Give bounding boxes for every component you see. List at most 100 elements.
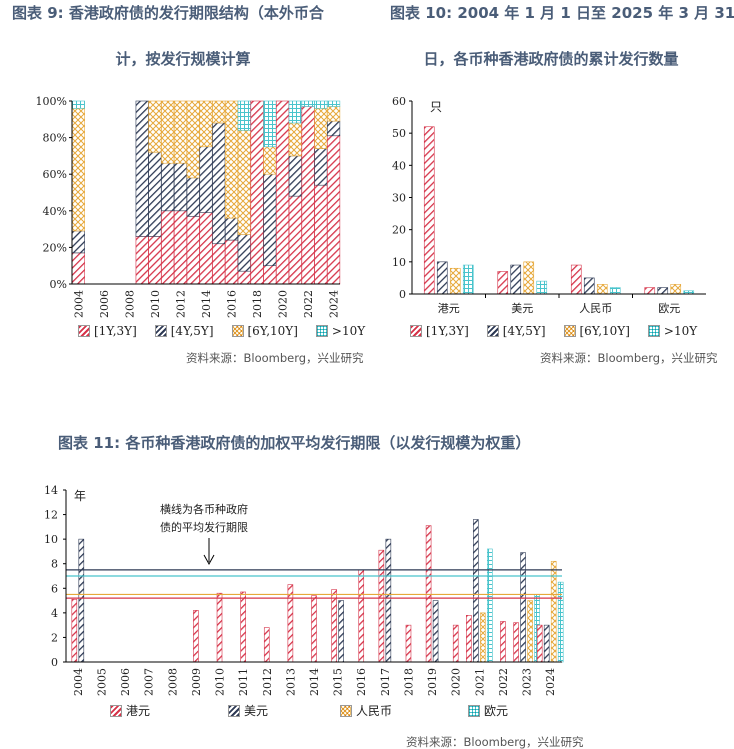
chart9-bar-2017-3 <box>237 100 251 131</box>
chart11-bar-2010-0 <box>216 592 223 663</box>
chart11-bar-2019-1 <box>432 600 439 663</box>
chart9-bar-2012-0 <box>173 210 188 285</box>
chart10-source: 资料来源：Bloomberg，兴业研究 <box>540 351 718 365</box>
chart11-legend-hkd: 港元 <box>126 704 151 718</box>
chart11-xtick-label: 2005 <box>95 668 108 696</box>
chart11-bar-2011-0 <box>240 591 246 663</box>
chart11-bar-2020-0 <box>452 624 459 663</box>
chart9-bar-2012-1 <box>173 162 188 212</box>
chart10-bar-3-2 <box>670 284 682 295</box>
chart9-bar-2019-0 <box>263 265 277 285</box>
chart11-ylabel: 年 <box>74 489 86 503</box>
legend-swatch-hkd <box>110 704 122 717</box>
chart11-ytick-label: 8 <box>51 558 58 571</box>
chart10-ytick-label: 60 <box>392 95 406 108</box>
chart11-xtick-label: 2019 <box>426 668 439 696</box>
chart11-bar-2015-0 <box>331 589 337 663</box>
chart9-legend-4y5y: [4Y,5Y] <box>170 324 214 338</box>
chart9-ytick-label: 60% <box>43 168 67 181</box>
chart11-ytick-label: 4 <box>51 607 58 620</box>
chart9-bar-2019-3 <box>263 100 277 148</box>
chart10-bar-2-3 <box>609 287 621 295</box>
legend-swatch-10y <box>315 325 328 337</box>
chart11-legend-eur: 欧元 <box>484 704 509 718</box>
chart9-bar-2015-1 <box>212 122 226 245</box>
chart9-bar-2019-1 <box>263 173 277 266</box>
chart11-annotation-line2: 债的平均发行期限 <box>160 520 248 534</box>
chart9-bar-2021-0 <box>288 195 302 285</box>
legend-swatch-6y10y <box>563 325 576 337</box>
chart10-bar-2-0 <box>570 264 582 295</box>
chart11-xtick-label: 2017 <box>379 668 392 696</box>
chart11-bar-2024-0 <box>536 624 543 663</box>
chart9-xtick-label: 2018 <box>251 290 264 318</box>
chart11-xtick-label: 2024 <box>544 668 557 696</box>
chart11-xtick-label: 2022 <box>497 668 510 696</box>
chart9-source: 资料来源：Bloomberg，兴业研究 <box>186 351 364 365</box>
chart9-legend-10y: >10Y <box>331 324 366 338</box>
chart9-xtick-label: 2014 <box>200 290 213 318</box>
chart10-ylabel: 只 <box>430 100 442 114</box>
chart11-xtick-label: 2006 <box>119 668 132 696</box>
chart11-xtick-label: 2015 <box>332 668 345 696</box>
legend-swatch-4y5y <box>486 325 499 337</box>
chart11-source: 资料来源：Bloomberg，兴业研究 <box>406 735 584 749</box>
chart10-ytick-label: 0 <box>399 288 406 301</box>
chart9-legend-1y3y: [1Y,3Y] <box>94 324 137 338</box>
chart11-legend: 港元 美元 人民币 欧元 <box>110 702 508 719</box>
chart9-bar-2024-2 <box>327 106 341 122</box>
chart9-legend: [1Y,3Y] [4Y,5Y] [6Y,10Y] >10Y <box>78 324 365 338</box>
chart11-bar-2021-0 <box>466 615 472 663</box>
chart9-bar-2021-3 <box>288 100 302 124</box>
chart10-bar-2-2 <box>596 284 608 295</box>
chart10-bar-1-1 <box>510 264 522 295</box>
chart9-bar-2023-2 <box>314 108 328 149</box>
chart11-bar-2013-0 <box>287 584 294 663</box>
chart9-bar-2011-2 <box>161 100 175 164</box>
chart10-legend-6y10y: [6Y,10Y] <box>579 324 630 338</box>
chart11-xtick-label: 2011 <box>237 668 250 696</box>
chart9-bar-2017-2 <box>237 129 251 235</box>
chart9-bar-2004-1 <box>71 230 85 254</box>
chart11-xtick-label: 2004 <box>72 668 85 696</box>
chart10-legend-10y: >10Y <box>663 324 698 338</box>
chart11-bar-2021-1 <box>473 519 479 663</box>
chart10-xtick-label: 欧元 <box>658 302 680 315</box>
legend-swatch-usd <box>228 704 240 717</box>
chart11-bar-2014-0 <box>311 595 317 663</box>
chart10-bar-0-2 <box>449 267 461 295</box>
chart9-xtick-label: 2016 <box>226 290 239 318</box>
chart11-xtick-label: 2018 <box>402 668 415 696</box>
chart9-bar-2018-0 <box>250 100 264 285</box>
chart11-bar-2017-0 <box>378 549 385 663</box>
chart11-xtick-label: 2007 <box>143 668 156 696</box>
legend-swatch-cny <box>340 704 352 717</box>
chart10-legend-4y5y: [4Y,5Y] <box>502 324 546 338</box>
chart10-bar-0-1 <box>436 261 448 295</box>
chart11-bar-2004-0 <box>71 599 78 663</box>
chart9-xtick-label: 2008 <box>123 290 136 318</box>
chart10-ytick-label: 30 <box>392 192 406 205</box>
chart11-xtick-label: 2012 <box>261 668 274 696</box>
chart9-bar-2023-1 <box>314 148 328 186</box>
chart11-xtick-label: 2021 <box>473 668 486 696</box>
chart9-bar-2024-0 <box>327 135 341 285</box>
chart9-bar-2011-1 <box>161 162 175 212</box>
chart9-bar-2023-3 <box>314 100 328 109</box>
chart9-bar-2012-2 <box>173 100 188 164</box>
chart9-title-line2: 计，按发行规模计算 <box>115 50 251 68</box>
chart11-bar-2012-0 <box>263 627 270 663</box>
chart10-bar-3-0 <box>644 287 656 295</box>
chart11-xtick-label: 2009 <box>190 668 203 696</box>
chart10-bar-1-2 <box>523 261 535 295</box>
chart10-legend: [1Y,3Y] [4Y,5Y] [6Y,10Y] >10Y <box>410 324 697 338</box>
legend-swatch-6y10y <box>231 325 244 337</box>
chart9-bar-2010-2 <box>148 100 162 153</box>
chart9-xtick-label: 2022 <box>302 290 315 318</box>
chart11-ytick-label: 0 <box>51 656 58 669</box>
chart10-bar-3-1 <box>657 287 669 295</box>
chart9-ytick-label: 40% <box>43 205 67 218</box>
chart11-ytick-label: 10 <box>44 533 58 546</box>
